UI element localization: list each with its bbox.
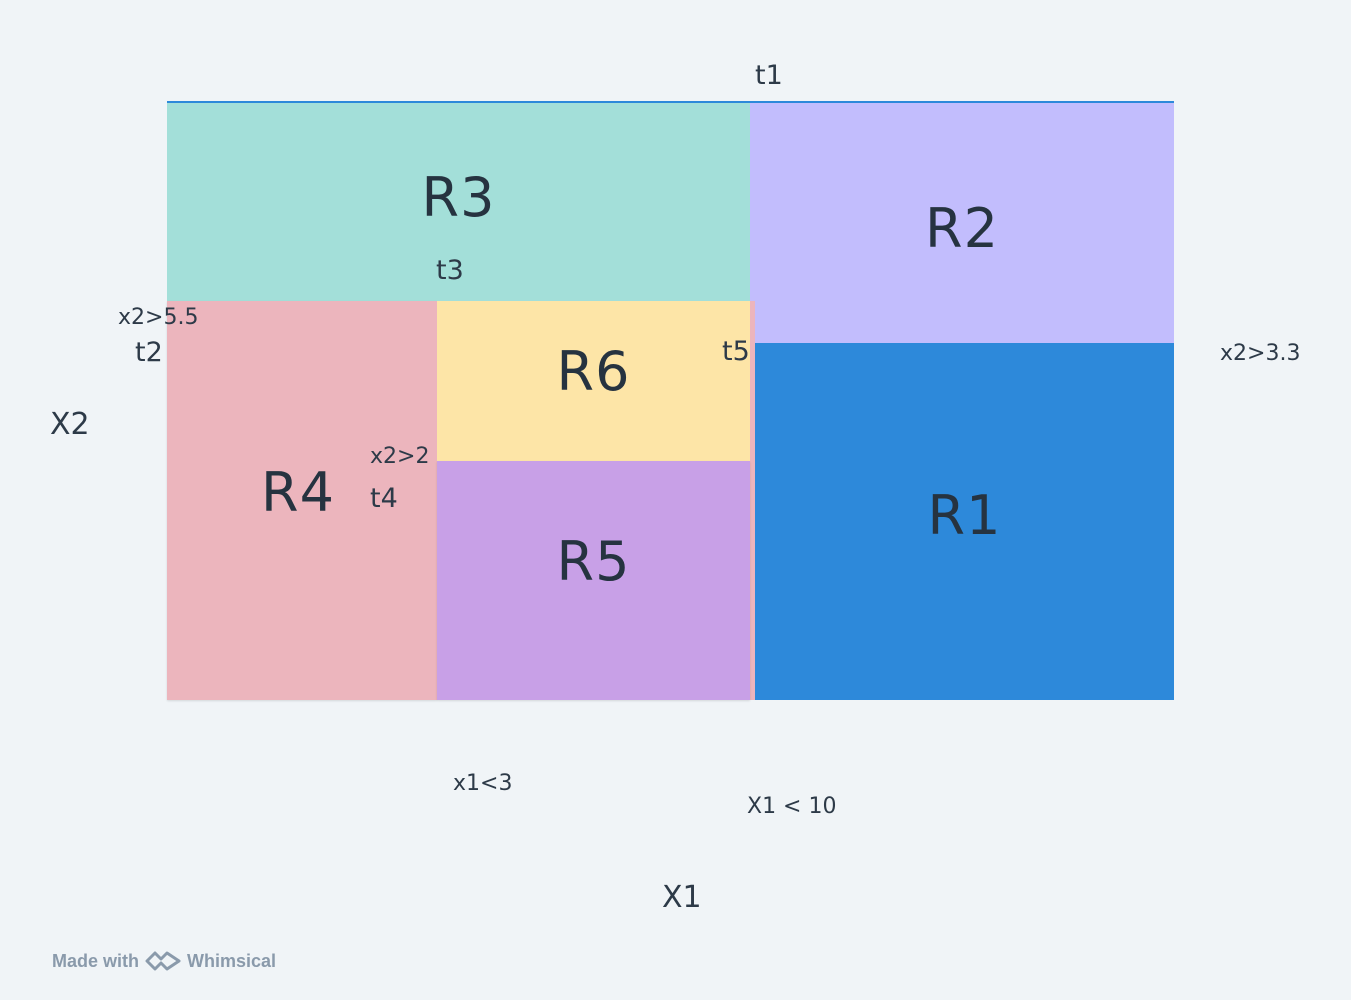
made-with-text: Made with xyxy=(52,950,140,971)
region-r6-label: R6 xyxy=(556,339,631,403)
region-r2-label: R2 xyxy=(925,196,999,260)
threshold-t1: t1 xyxy=(755,60,783,91)
region-r5: R5 xyxy=(437,461,750,700)
condition-x1-lt-3: x1<3 xyxy=(453,771,513,796)
top-boundary-line xyxy=(167,101,1174,103)
whimsical-watermark[interactable]: Made with Whimsical xyxy=(52,949,276,973)
region-r2: R2 xyxy=(750,103,1174,343)
region-r3-label: R3 xyxy=(421,165,496,229)
whimsical-brand-text: Whimsical xyxy=(187,950,277,971)
y-axis-label: X2 xyxy=(50,407,90,442)
region-r5-label: R5 xyxy=(556,530,631,593)
region-r4-label: R4 xyxy=(261,461,335,524)
condition-x2-gt-2: x2>2 xyxy=(370,444,430,469)
region-r4: R4 xyxy=(167,301,437,700)
threshold-t3: t3 xyxy=(436,255,464,286)
condition-x2-gt-3-3: x2>3.3 xyxy=(1220,341,1301,366)
region-r6: R6 xyxy=(437,301,750,461)
condition-x1-lt-10: X1 < 10 xyxy=(747,794,837,819)
threshold-t4: t4 xyxy=(370,483,398,514)
region-r3: R3 xyxy=(167,103,750,301)
threshold-t5: t5 xyxy=(722,336,750,367)
region-r1: R1 xyxy=(755,343,1174,700)
region-r1-label: R1 xyxy=(927,484,1002,547)
condition-x2-gt-5-5: x2>5.5 xyxy=(118,305,199,330)
x-axis-label: X1 xyxy=(662,880,702,915)
threshold-t2: t2 xyxy=(135,337,163,368)
region-divider-strip xyxy=(750,301,755,700)
whimsical-logo-icon xyxy=(145,949,181,973)
